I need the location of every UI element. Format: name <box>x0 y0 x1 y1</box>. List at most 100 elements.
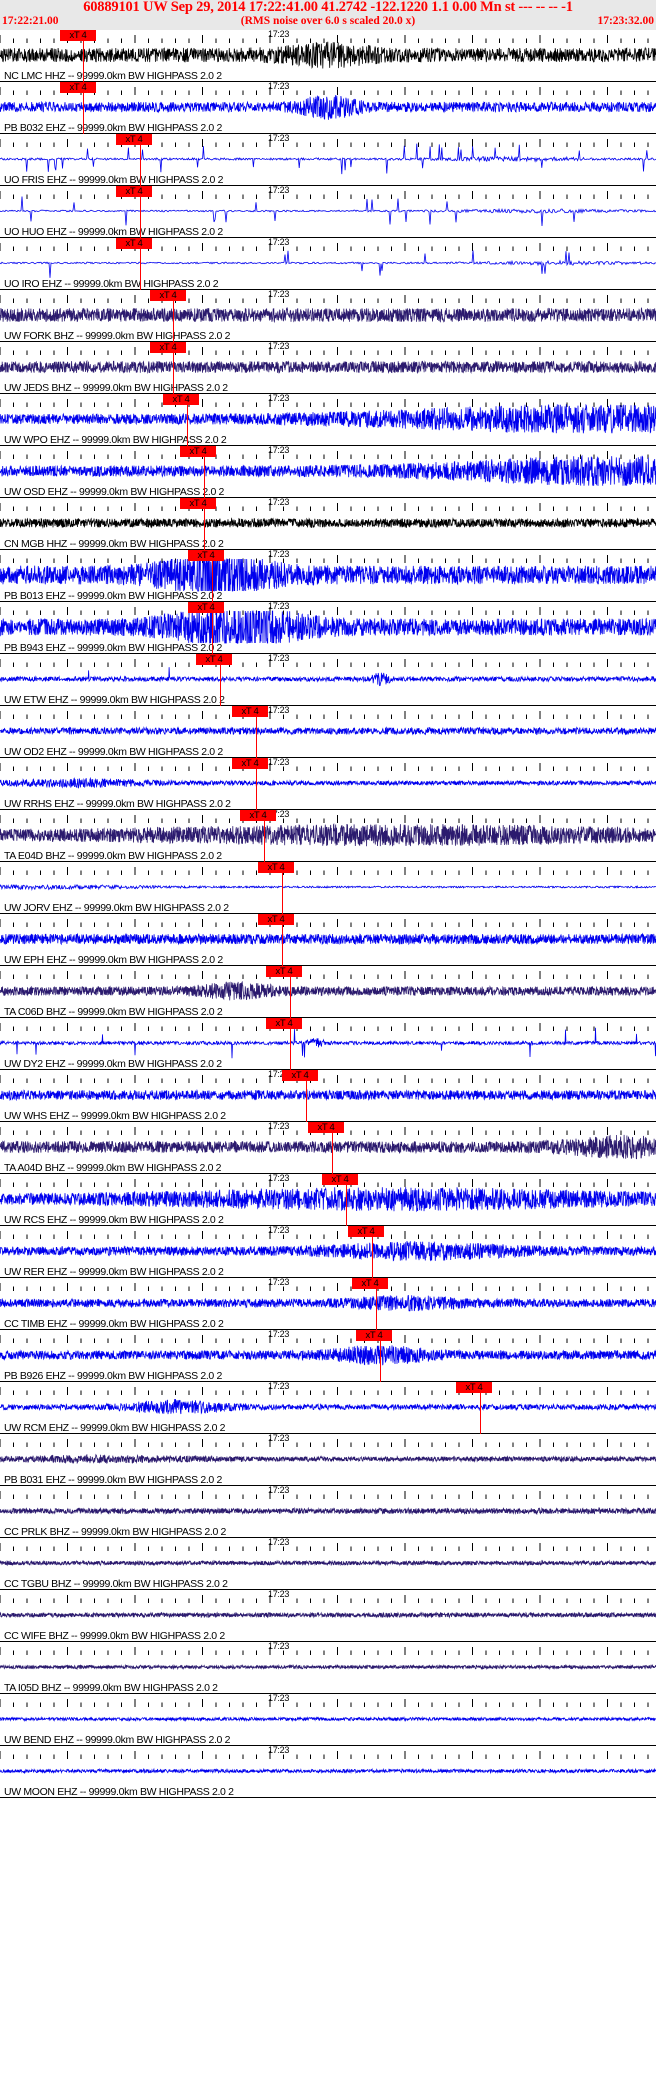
trace-row[interactable]: 17:23 xT 4 UW RRHS EHZ -- 99999.0km BW HIG… <box>0 758 656 810</box>
rms-subtitle: (RMS noise over 6.0 s scaled 20.0 x) <box>240 15 416 27</box>
row-divider <box>0 289 656 290</box>
trace-row[interactable]: 17:23 xT 4 UO HUO EHZ -- 99999.0km BW HIGH… <box>0 186 656 238</box>
pick-marker[interactable]: xT 4 <box>258 862 294 873</box>
trace-row[interactable]: 17:23 CC WIFE BHZ -- 99999.0km BW HIGHPAS… <box>0 1590 656 1642</box>
trace-row[interactable]: 17:23 PB B031 EHZ -- 99999.0km BW HIGHPAS… <box>0 1434 656 1486</box>
pick-marker[interactable]: xT 4 <box>116 186 152 197</box>
row-divider <box>0 1485 656 1486</box>
trace-row[interactable]: 17:23 CC PRLK BHZ -- 99999.0km BW HIGHPAS… <box>0 1486 656 1538</box>
waveform <box>0 818 656 852</box>
pick-marker[interactable]: xT 4 <box>282 1070 318 1081</box>
end-time-label: 17:23:32.00 <box>597 15 654 27</box>
trace-row[interactable]: 17:23 xT 4 PB B032 EHZ -- 99999.0km BW HIG… <box>0 82 656 134</box>
trace-row[interactable]: 17:23 xT 4 PB B943 EHZ -- 99999.0km BW HIG… <box>0 602 656 654</box>
trace-row[interactable]: 17:23 xT 4 UW WPO EHZ -- 99999.0km BW HIGH… <box>0 394 656 446</box>
time-tick-label: 17:23 <box>268 1694 290 1703</box>
time-axis <box>0 810 656 823</box>
trace-row[interactable]: 17:23 xT 4 UW FORK BHZ -- 99999.0km BW HIG… <box>0 290 656 342</box>
pick-marker[interactable]: xT 4 <box>116 134 152 145</box>
pick-marker[interactable]: xT 4 <box>180 446 216 457</box>
pick-marker[interactable]: xT 4 <box>150 290 186 301</box>
trace-row[interactable]: 17:23 xT 4 UW OD2 EHZ -- 99999.0km BW HIGH… <box>0 706 656 758</box>
trace-row[interactable]: 17:23 xT 4 UW ETW EHZ -- 99999.0km BW HIGH… <box>0 654 656 706</box>
trace-row[interactable]: 17:23 UW MOON EHZ -- 99999.0km BW HIGHPAS… <box>0 1746 656 1798</box>
row-divider <box>0 81 656 82</box>
channel-label: UW RCM EHZ -- 99999.0km BW HIGHPASS 2.0 … <box>4 1422 226 1434</box>
time-axis <box>0 1642 656 1655</box>
trace-row[interactable]: 17:23 xT 4 PB B013 EHZ -- 99999.0km BW HIG… <box>0 550 656 602</box>
trace-row[interactable]: 17:23 xT 4 UW WHS EHZ -- 99999.0km BW HIGH… <box>0 1070 656 1122</box>
waveform <box>0 1754 656 1788</box>
pick-marker[interactable]: xT 4 <box>308 1122 344 1133</box>
row-divider <box>0 1641 656 1642</box>
row-divider <box>0 705 656 706</box>
pick-marker[interactable]: xT 4 <box>232 758 268 769</box>
trace-row[interactable]: 17:23 xT 4 CN MGB HHZ -- 99999.0km BW HIGH… <box>0 498 656 550</box>
pick-marker[interactable]: xT 4 <box>348 1226 384 1237</box>
channel-label: UW OSD EHZ -- 99999.0km BW HIGHPASS 2.0 … <box>4 486 225 498</box>
row-divider <box>0 1121 656 1122</box>
pick-marker[interactable]: xT 4 <box>352 1278 388 1289</box>
channel-label: UW WHS EHZ -- 99999.0km BW HIGHPASS 2.0 … <box>4 1110 226 1122</box>
channel-label: TA A04D BHZ -- 99999.0km BW HIGHPASS 2.0… <box>4 1162 222 1174</box>
pick-marker[interactable]: xT 4 <box>60 30 96 41</box>
time-tick-label: 17:23 <box>268 290 290 299</box>
waveform <box>0 610 656 645</box>
trace-row[interactable]: 17:23 xT 4 UO IRO EHZ -- 99999.0km BW HIGH… <box>0 238 656 290</box>
pick-marker[interactable]: xT 4 <box>456 1382 492 1393</box>
waveform <box>0 974 656 1008</box>
row-divider <box>0 653 656 654</box>
trace-row[interactable]: 17:23 xT 4 UW RER EHZ -- 99999.0km BW HIGH… <box>0 1226 656 1278</box>
pick-marker[interactable]: xT 4 <box>188 550 224 561</box>
pick-marker[interactable]: xT 4 <box>266 1018 302 1029</box>
time-axis <box>0 1590 656 1603</box>
time-tick-label: 17:23 <box>268 1382 290 1391</box>
trace-row[interactable]: 17:23 xT 4 NC LMC HHZ -- 99999.0km BW HIGH… <box>0 30 656 82</box>
channel-label: UW BEND EHZ -- 99999.0km BW HIGHPASS 2.0… <box>4 1734 231 1746</box>
pick-marker[interactable]: xT 4 <box>188 602 224 613</box>
waveform <box>0 1078 656 1112</box>
row-divider <box>0 237 656 238</box>
row-divider <box>0 1277 656 1278</box>
trace-row[interactable]: 17:23 xT 4 UW RCM EHZ -- 99999.0km BW HIGH… <box>0 1382 656 1434</box>
pick-marker[interactable]: xT 4 <box>196 654 232 665</box>
trace-row[interactable]: 17:23 xT 4 TA A04D BHZ -- 99999.0km BW HIG… <box>0 1122 656 1174</box>
trace-row[interactable]: 17:23 xT 4 TA E04D BHZ -- 99999.0km BW HIG… <box>0 810 656 862</box>
pick-marker[interactable]: xT 4 <box>322 1174 358 1185</box>
trace-row[interactable]: 17:23 xT 4 UO FRIS EHZ -- 99999.0km BW HIG… <box>0 134 656 186</box>
pick-marker[interactable]: xT 4 <box>258 914 294 925</box>
channel-label: UW ETW EHZ -- 99999.0km BW HIGHPASS 2.0 … <box>4 694 225 706</box>
trace-row[interactable]: 17:23 xT 4 PB B926 EHZ -- 99999.0km BW HIG… <box>0 1330 656 1382</box>
time-axis <box>0 498 656 511</box>
pick-marker[interactable]: xT 4 <box>240 810 276 821</box>
pick-marker[interactable]: xT 4 <box>150 342 186 353</box>
waveform <box>0 454 656 488</box>
pick-time-line <box>372 1226 373 1278</box>
time-tick-label: 17:23 <box>268 1330 290 1339</box>
pick-time-line <box>332 1122 333 1174</box>
pick-marker[interactable]: xT 4 <box>180 498 216 509</box>
pick-marker[interactable]: xT 4 <box>356 1330 392 1341</box>
pick-marker[interactable]: xT 4 <box>116 238 152 249</box>
channel-label: UW OD2 EHZ -- 99999.0km BW HIGHPASS 2.0 … <box>4 746 223 758</box>
pick-marker[interactable]: xT 4 <box>163 394 199 405</box>
time-tick-label: 17:23 <box>268 342 290 351</box>
waveform <box>0 194 656 228</box>
pick-marker[interactable]: xT 4 <box>60 82 96 93</box>
row-divider <box>0 1069 656 1070</box>
pick-marker[interactable]: xT 4 <box>266 966 302 977</box>
trace-row[interactable]: 17:23 CC TGBU BHZ -- 99999.0km BW HIGHPAS… <box>0 1538 656 1590</box>
pick-marker[interactable]: xT 4 <box>232 706 268 717</box>
time-tick-label: 17:23 <box>268 498 290 507</box>
trace-row[interactable]: 17:23 TA I05D BHZ -- 99999.0km BW HIGHPAS… <box>0 1642 656 1694</box>
pick-time-line <box>204 446 205 498</box>
trace-row[interactable]: 17:23 xT 4 UW OSD EHZ -- 99999.0km BW HIGH… <box>0 446 656 498</box>
trace-row[interactable]: 17:23 xT 4 CC TIMB EHZ -- 99999.0km BW HIG… <box>0 1278 656 1330</box>
trace-row[interactable]: 17:23 xT 4 UW RCS EHZ -- 99999.0km BW HIGH… <box>0 1174 656 1226</box>
trace-row[interactable]: 17:23 xT 4 UW JEDS BHZ -- 99999.0km BW HIG… <box>0 342 656 394</box>
trace-row[interactable]: 17:23 UW BEND EHZ -- 99999.0km BW HIGHPAS… <box>0 1694 656 1746</box>
